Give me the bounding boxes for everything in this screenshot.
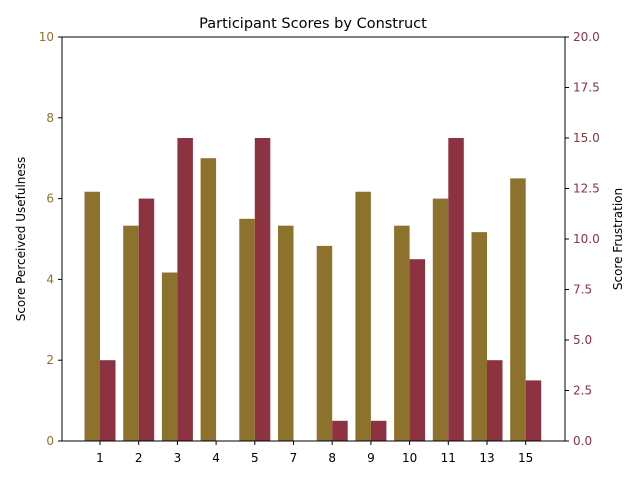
y-left-tick-label: 0 xyxy=(46,434,54,448)
bar-perceived-usefulness-2 xyxy=(123,225,139,441)
x-tick-label: 13 xyxy=(479,451,494,465)
y-right-tick-label: 10.0 xyxy=(573,232,600,246)
bar-frustration-2 xyxy=(138,198,155,441)
bars-layer xyxy=(84,138,542,441)
y-axis-left: 0 2 4 6 8 10 xyxy=(39,30,62,448)
y-left-tick-label: 6 xyxy=(46,192,54,206)
y-left-tick-label: 2 xyxy=(46,353,54,367)
bar-perceived-usefulness-3 xyxy=(161,272,178,441)
bar-frustration-15 xyxy=(525,380,542,441)
bar-perceived-usefulness-13 xyxy=(471,232,487,441)
bar-frustration-13 xyxy=(487,360,503,441)
x-tick-label: 15 xyxy=(518,451,533,465)
bar-frustration-5 xyxy=(254,138,271,441)
bar-frustration-3 xyxy=(177,138,193,441)
bar-perceived-usefulness-10 xyxy=(394,225,410,441)
x-tick-label: 5 xyxy=(251,451,259,465)
bar-perceived-usefulness-5 xyxy=(239,218,255,441)
y-right-tick-label: 20.0 xyxy=(573,30,600,44)
y-axis-right-label: Score Frustration xyxy=(611,188,625,290)
y-right-tick-label: 0.0 xyxy=(573,434,592,448)
x-tick-label: 10 xyxy=(402,451,417,465)
chart-title: Participant Scores by Construct xyxy=(199,16,427,32)
bar-perceived-usefulness-8 xyxy=(316,245,333,441)
x-tick-label: 11 xyxy=(441,451,456,465)
y-right-tick-label: 5.0 xyxy=(573,333,592,347)
x-axis: 1 2 3 4 5 7 8 9 10 11 13 15 xyxy=(96,441,533,465)
y-right-tick-label: 2.5 xyxy=(573,384,592,398)
x-tick-label: 1 xyxy=(96,451,104,465)
y-right-tick-label: 17.5 xyxy=(573,81,600,95)
bar-perceived-usefulness-7 xyxy=(278,225,294,441)
y-right-tick-label: 15.0 xyxy=(573,131,600,145)
x-tick-label: 3 xyxy=(174,451,182,465)
bar-perceived-usefulness-1 xyxy=(84,191,100,441)
bar-frustration-9 xyxy=(370,420,387,441)
y-left-tick-label: 8 xyxy=(46,111,54,125)
x-tick-label: 2 xyxy=(135,451,143,465)
plot-frame xyxy=(61,36,566,442)
bar-perceived-usefulness-15 xyxy=(510,178,526,441)
x-tick-label: 9 xyxy=(367,451,375,465)
y-left-tick-label: 4 xyxy=(46,272,54,286)
bar-frustration-8 xyxy=(332,420,348,441)
x-tick-label: 7 xyxy=(290,451,298,465)
y-left-tick-label: 10 xyxy=(39,30,54,44)
bar-perceived-usefulness-11 xyxy=(432,198,449,441)
bar-perceived-usefulness-9 xyxy=(355,191,371,441)
y-axis-right: 0.0 2.5 5.0 7.5 10.0 12.5 15.0 17.5 20.0 xyxy=(565,30,600,448)
bar-frustration-1 xyxy=(100,360,116,441)
y-axis-left-label: Score Perceived Usefulness xyxy=(14,157,28,322)
y-right-tick-label: 7.5 xyxy=(573,283,592,297)
bar-perceived-usefulness-4 xyxy=(200,158,217,441)
x-tick-label: 4 xyxy=(212,451,220,465)
bar-frustration-10 xyxy=(409,259,426,441)
bar-frustration-11 xyxy=(448,138,464,441)
y-right-tick-label: 12.5 xyxy=(573,182,600,196)
x-tick-label: 8 xyxy=(328,451,336,465)
